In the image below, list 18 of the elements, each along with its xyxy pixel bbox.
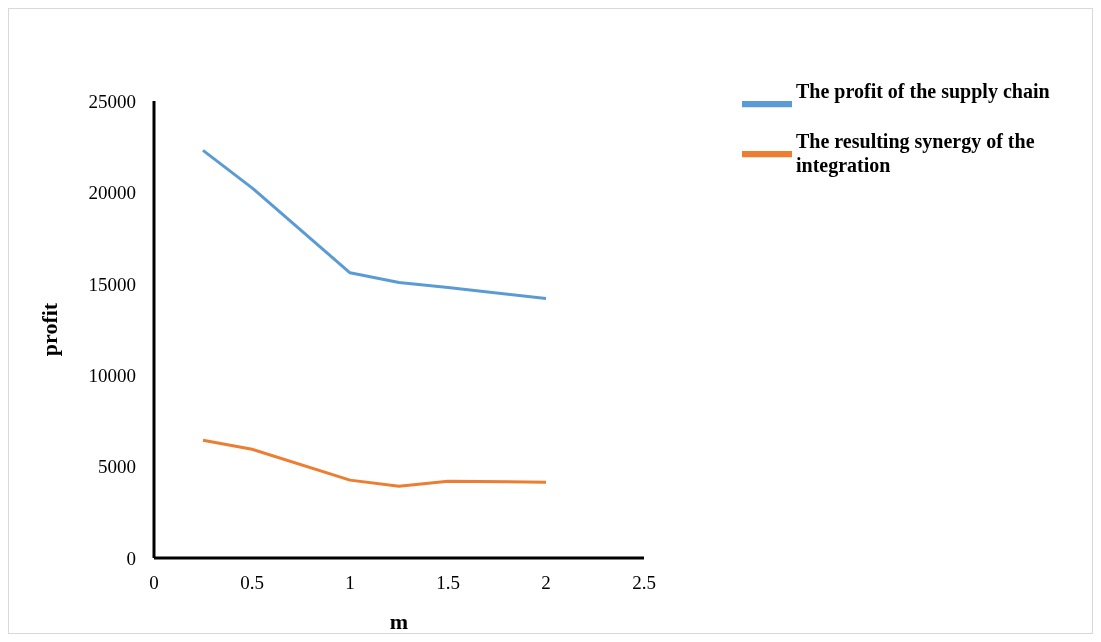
line-series <box>201 148 548 301</box>
y-tick-label: 5000 <box>98 456 136 478</box>
x-tick-label: 0.5 <box>240 572 264 594</box>
x-tick-label: 1 <box>345 572 355 594</box>
y-tick-label: 0 <box>126 547 136 569</box>
y-tick-label: 15000 <box>88 273 136 295</box>
y-tick-label: 20000 <box>88 182 136 204</box>
x-tick-label: 1.5 <box>436 572 460 594</box>
y-tick-label: 10000 <box>88 364 136 386</box>
x-tick-label: 2 <box>541 572 551 594</box>
x-tick-label: 0 <box>149 572 159 594</box>
legend-label: The resulting synergy of the integration <box>796 129 1036 177</box>
x-axis-title: m <box>389 609 409 634</box>
line-series <box>201 438 548 488</box>
y-tick-label: 25000 <box>88 90 136 112</box>
legend-label: The profit of the supply chain <box>796 79 1051 103</box>
x-tick-label: 2.5 <box>632 572 656 594</box>
y-axis-title: profit <box>36 302 62 357</box>
